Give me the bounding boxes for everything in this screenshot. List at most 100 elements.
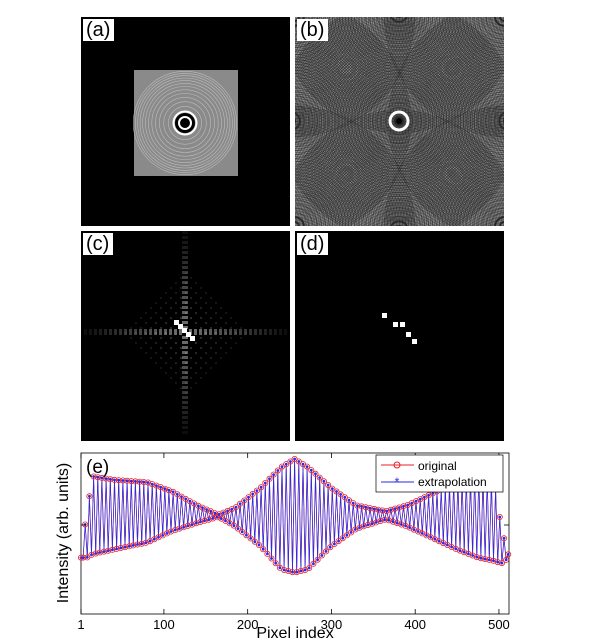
spectral-speckle <box>185 312 187 314</box>
data-point-extrapolation <box>500 561 504 565</box>
ring <box>295 29 383 213</box>
spectral-speckle <box>182 286 188 289</box>
data-point-extrapolation <box>483 557 487 561</box>
spectral-speckle <box>230 327 232 329</box>
data-point-extrapolation <box>236 527 240 530</box>
spectral-speckle <box>190 307 192 309</box>
data-point-extrapolation <box>504 558 508 562</box>
data-point-extrapolation <box>81 556 85 559</box>
data-point-extrapolation <box>138 480 142 484</box>
ring <box>295 51 361 191</box>
ring <box>295 43 370 199</box>
spectral-speckle <box>195 322 197 324</box>
legend-box <box>375 454 504 493</box>
panel-b-image: (b) <box>295 17 504 226</box>
data-point-original <box>262 480 269 487</box>
data-point-original <box>172 527 179 534</box>
spectral-speckle <box>155 302 157 304</box>
spectral-speckle <box>154 329 157 335</box>
spectral-speckle <box>170 347 172 349</box>
spectral-speckle <box>205 302 207 304</box>
data-point-extrapolation <box>261 547 265 551</box>
data-point-extrapolation <box>349 531 353 534</box>
data-point-original <box>117 545 124 552</box>
ring <box>481 94 504 148</box>
data-point-extrapolation <box>446 543 449 547</box>
spectral-speckle <box>182 231 188 234</box>
spectral-speckle <box>182 241 188 244</box>
data-point-extrapolation <box>144 541 148 545</box>
data-point-extrapolation <box>418 497 422 501</box>
spectral-speckle <box>139 329 142 335</box>
y-axis-label: Intensity (arb. units) <box>55 463 72 604</box>
data-point-extrapolation <box>106 549 110 553</box>
data-point-original <box>214 514 221 521</box>
data-point-extrapolation <box>121 479 125 482</box>
spectral-speckle <box>190 377 192 379</box>
spectral-speckle <box>182 391 188 394</box>
ring <box>376 207 422 226</box>
data-point-extrapolation <box>475 555 479 559</box>
spectral-speckle <box>165 322 167 324</box>
bright-pixel <box>393 322 398 327</box>
data-point-original <box>128 478 135 485</box>
spectral-speckle <box>185 282 187 284</box>
spectral-speckle <box>195 292 197 294</box>
data-point-original <box>387 506 394 513</box>
data-point-extrapolation <box>108 477 112 481</box>
data-point-extrapolation <box>184 497 188 501</box>
data-point-original <box>308 467 315 474</box>
spectral-speckle <box>140 317 142 319</box>
spectral-speckle <box>225 322 227 324</box>
periodic-ring-pattern <box>295 17 504 226</box>
spectral-speckle <box>180 317 182 319</box>
spectral-speckle <box>155 342 157 344</box>
spectral-speckle <box>210 357 212 359</box>
spectral-speckle <box>195 282 197 284</box>
data-point-original <box>134 541 141 548</box>
data-point-original <box>348 529 355 536</box>
ring <box>295 23 389 219</box>
spectral-speckle <box>155 312 157 314</box>
data-point-extrapolation <box>111 548 114 552</box>
spectral-speckle <box>140 337 142 339</box>
ring <box>295 34 378 208</box>
data-point-original <box>335 538 342 545</box>
spectral-speckle <box>225 332 227 334</box>
bright-pixel <box>412 339 417 344</box>
ring <box>416 29 504 213</box>
data-point-original <box>473 554 480 561</box>
data-point-original <box>496 514 503 521</box>
data-point-extrapolation <box>400 523 403 526</box>
ring <box>295 53 359 189</box>
data-point-extrapolation <box>134 480 137 483</box>
data-point-extrapolation <box>339 493 342 496</box>
ring <box>396 118 402 124</box>
ring <box>295 45 368 197</box>
data-point-extrapolation <box>255 489 259 492</box>
data-point-extrapolation <box>276 469 280 472</box>
ring <box>388 110 410 132</box>
data-point-extrapolation <box>358 526 361 530</box>
data-point-original <box>167 528 174 535</box>
bright-pixel <box>382 313 387 318</box>
data-point-original <box>115 477 122 484</box>
data-point-extrapolation <box>263 481 267 485</box>
spectral-speckle <box>205 332 207 334</box>
panel-e-label: (e) <box>86 457 109 478</box>
data-point-original <box>398 521 405 528</box>
data-point-extrapolation <box>347 498 351 502</box>
ring <box>438 51 504 191</box>
spectral-speckle <box>185 352 187 354</box>
data-point-extrapolation <box>374 521 378 524</box>
spectral-speckle <box>145 332 147 334</box>
spectral-speckle <box>224 329 227 335</box>
data-point-extrapolation <box>175 492 179 496</box>
spectral-speckle <box>170 377 172 379</box>
ring <box>295 83 330 159</box>
spectral-speckle <box>185 272 187 274</box>
data-point-extrapolation <box>152 537 156 541</box>
data-point-original <box>270 471 277 478</box>
data-point-extrapolation <box>224 519 227 523</box>
data-point-original <box>490 557 497 564</box>
